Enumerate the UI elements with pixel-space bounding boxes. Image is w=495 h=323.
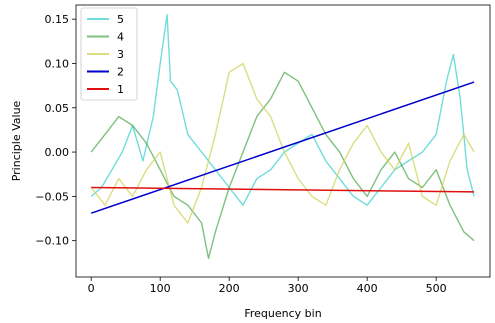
- y-tick-label: 0.00: [45, 146, 70, 159]
- legend-entry-4: 4: [117, 31, 124, 44]
- y-axis-ticks: −0.10 −0.05 0.00 0.05 0.10 0.15: [35, 13, 76, 248]
- plot-frame: [75, 4, 491, 278]
- series-line-5: [90, 13, 475, 206]
- x-tick-label: 500: [426, 282, 447, 295]
- x-axis-label: Frequency bin: [244, 307, 321, 320]
- x-tick-label: 300: [288, 282, 309, 295]
- series-line-1: [91, 186, 475, 193]
- legend-entry-5: 5: [117, 13, 124, 26]
- x-axis-ticks: 0 100 200 300 400 500: [88, 277, 447, 295]
- x-tick-label: 100: [150, 282, 171, 295]
- y-tick-label: −0.05: [35, 190, 69, 203]
- y-tick-label: 0.15: [45, 13, 70, 26]
- x-tick-label: 200: [219, 282, 240, 295]
- y-tick-label: 0.05: [45, 102, 70, 115]
- x-tick-label: 0: [88, 282, 95, 295]
- legend: 5 4 3 2 1: [80, 7, 138, 101]
- y-tick-label: −0.10: [35, 235, 69, 248]
- series-layer: [90, 13, 475, 260]
- y-axis-label: Principle Value: [10, 100, 23, 181]
- y-tick-label: 0.10: [45, 57, 70, 70]
- series-line-3: [90, 62, 475, 224]
- series-line-4: [90, 71, 475, 260]
- legend-entry-1: 1: [117, 83, 124, 96]
- legend-entry-3: 3: [117, 48, 124, 61]
- plot-area: [76, 5, 490, 277]
- legend-entry-2: 2: [117, 66, 124, 79]
- series-line-2: [90, 81, 475, 214]
- x-tick-label: 400: [357, 282, 378, 295]
